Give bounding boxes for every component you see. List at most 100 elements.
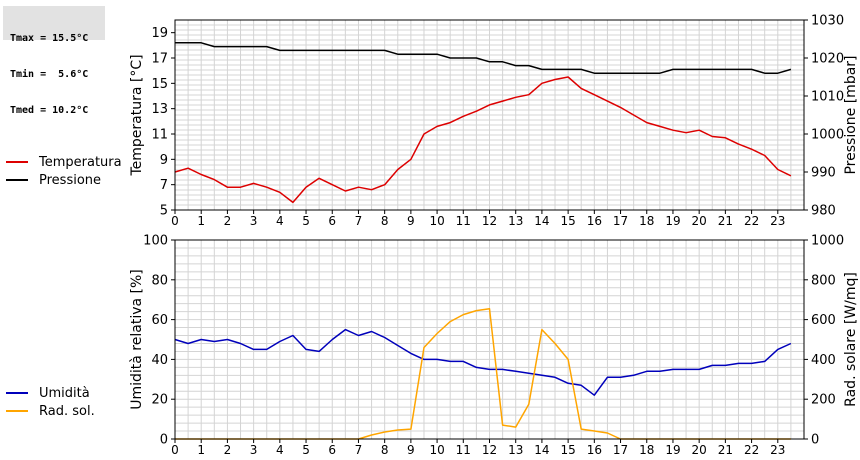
y2-tick-label: 0 (811, 433, 819, 448)
x-tick-label: 23 (770, 443, 785, 457)
x-tick-label: 15 (560, 214, 575, 228)
stats-tmax: Tmax = 15.5°C (10, 33, 89, 44)
x-tick-label: 1 (197, 214, 205, 228)
legend-label-umidita: Umidità (39, 385, 90, 401)
y-tick-label: 11 (151, 128, 168, 143)
legend-swatch-umidita (6, 392, 28, 394)
x-tick-label: 20 (692, 443, 707, 457)
x-tick-label: 3 (250, 443, 258, 457)
plot-top: 0 1 2 3 4 5 6 7 8 9 10 11 12 13 14 15 16 17 18 19 20 21 22 2357… (129, 14, 859, 229)
x-tick-label: 6 (328, 443, 336, 457)
legend-item-umidita: Umidità (6, 384, 95, 402)
y-tick-label: 7 (160, 178, 168, 193)
x-tick-label: 13 (508, 443, 523, 457)
x-tick-label: 3 (250, 214, 258, 228)
plot-bottom: 0 1 2 3 4 5 6 7 8 9 10 11 12 13 14 15 16 17 18 19 20 21 22 2302… (129, 234, 859, 458)
x-tick-label: 12 (482, 214, 497, 228)
x-tick-label: 1 (197, 443, 205, 457)
x-tick-label: 18 (639, 443, 654, 457)
x-tick-label: 0 (171, 443, 179, 457)
x-tick-label: 2 (224, 214, 232, 228)
legend-label-rad-sol: Rad. sol. (39, 403, 95, 419)
y2-tick-label: 1000 (811, 234, 844, 249)
x-tick-label: 10 (429, 443, 444, 457)
x-tick-label: 13 (508, 214, 523, 228)
x-tick-label: 7 (355, 443, 363, 457)
x-tick-label: 16 (587, 443, 602, 457)
y2-axis-label: Rad. solare [W/mq] (843, 272, 859, 407)
y-tick-label: 80 (151, 273, 168, 288)
x-tick-label: 18 (639, 214, 654, 228)
series-line-umidit (174, 328, 792, 396)
x-tick-label: 15 (560, 443, 575, 457)
series-line-pressione (175, 42, 792, 74)
y2-axis-label: Pressione [mbar] (843, 55, 859, 174)
y2-tick-label: 1020 (811, 52, 844, 67)
x-tick-label: 20 (692, 214, 707, 228)
y-tick-label: 19 (151, 26, 168, 41)
x-tick-label: 4 (276, 443, 284, 457)
legend-label-pressione: Pressione (39, 172, 102, 188)
y-axis-label: Umidità relativa [%] (129, 269, 145, 410)
x-tick-label: 10 (429, 214, 444, 228)
y2-tick-label: 980 (811, 204, 836, 219)
legend-swatch-rad-sol (6, 410, 28, 412)
legend-label-temperatura: Temperatura (39, 154, 122, 170)
x-tick-label: 19 (665, 443, 680, 457)
y2-tick-label: 400 (811, 353, 836, 368)
y2-tick-label: 1030 (811, 14, 844, 29)
series-line-rad-sol (175, 307, 791, 440)
x-tick-label: 0 (171, 214, 179, 228)
y-axis-label: Temperatura [°C] (129, 54, 145, 176)
y2-tick-label: 1000 (811, 128, 844, 143)
y-tick-label: 100 (143, 234, 168, 249)
y2-tick-label: 600 (811, 313, 836, 328)
x-tick-label: 4 (276, 214, 284, 228)
y-tick-label: 0 (160, 433, 168, 448)
x-tick-label: 22 (744, 214, 759, 228)
x-tick-label: 17 (613, 443, 628, 457)
legend-top: Temperatura Pressione (6, 153, 122, 189)
y-tick-label: 5 (160, 204, 168, 219)
x-tick-label: 5 (302, 214, 310, 228)
x-tick-label: 12 (482, 443, 497, 457)
x-tick-label: 11 (456, 214, 471, 228)
x-tick-label: 11 (456, 443, 471, 457)
y2-tick-label: 1010 (811, 90, 844, 105)
series-line-temperatura (174, 76, 792, 204)
x-tick-label: 9 (407, 443, 415, 457)
x-tick-label: 14 (534, 214, 549, 228)
y-tick-label: 60 (151, 313, 168, 328)
stats-tmin: Tmin = 5.6°C (10, 69, 89, 80)
x-tick-label: 19 (665, 214, 680, 228)
x-tick-label: 17 (613, 214, 628, 228)
legend-item-temperatura: Temperatura (6, 153, 122, 171)
stats-tmed: Tmed = 10.2°C (10, 105, 89, 116)
stats-box: Tmax = 15.5°C Tmin = 5.6°C Tmed = 10.2°C (3, 6, 105, 116)
x-tick-label: 23 (770, 214, 785, 228)
y-tick-label: 15 (151, 77, 168, 92)
y-tick-label: 13 (151, 102, 168, 117)
x-tick-label: 6 (328, 214, 336, 228)
y-tick-label: 17 (151, 52, 168, 67)
x-tick-label: 2 (224, 443, 232, 457)
x-tick-label: 16 (587, 214, 602, 228)
x-tick-label: 5 (302, 443, 310, 457)
y2-tick-label: 800 (811, 273, 836, 288)
y-tick-label: 20 (151, 393, 168, 408)
x-tick-label: 21 (718, 214, 733, 228)
x-tick-label: 8 (381, 443, 389, 457)
legend-swatch-temperatura (6, 161, 28, 163)
y-tick-label: 40 (151, 353, 168, 368)
legend-item-pressione: Pressione (6, 171, 122, 189)
y2-tick-label: 990 (811, 166, 836, 181)
x-tick-label: 22 (744, 443, 759, 457)
x-tick-label: 21 (718, 443, 733, 457)
x-tick-label: 14 (534, 443, 549, 457)
legend-swatch-pressione (6, 179, 28, 181)
y-tick-label: 9 (160, 153, 168, 168)
y2-tick-label: 200 (811, 393, 836, 408)
x-tick-label: 8 (381, 214, 389, 228)
legend-item-rad-sol: Rad. sol. (6, 402, 95, 420)
